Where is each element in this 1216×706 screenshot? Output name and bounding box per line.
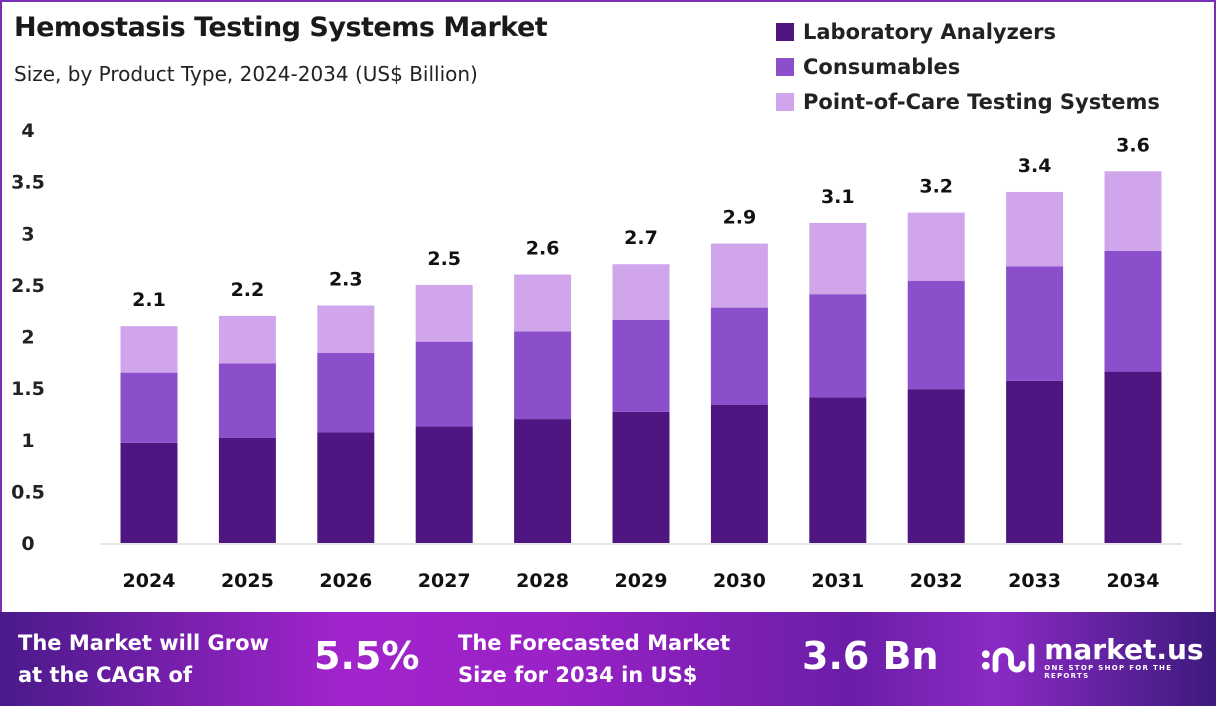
bar-segment-consumables (218, 363, 276, 438)
bar-segment-consumables (612, 319, 670, 412)
legend-item-point-of-care: Point-of-Care Testing Systems (776, 84, 1160, 119)
bar-segment-consumables (317, 353, 375, 433)
bar-segment-consumables (907, 280, 965, 390)
bar-segment-consumables (415, 341, 473, 427)
bar-segment-point-of-care-testing-systems (218, 315, 276, 364)
summary-banner: The Market will Grow at the CAGR of 5.5%… (0, 612, 1216, 706)
bar-segment-consumables (809, 294, 867, 398)
bar-segment-laboratory-analyzers (1006, 380, 1064, 543)
bar-segment-consumables (120, 372, 178, 443)
bar-segment-laboratory-analyzers (710, 404, 768, 543)
y-tick-label: 1 (21, 430, 34, 452)
bar-segment-laboratory-analyzers (907, 389, 965, 543)
logo-tagline: ONE STOP SHOP FOR THE REPORTS (1044, 664, 1173, 680)
bar-segment-point-of-care-testing-systems (809, 222, 867, 295)
bar-total-label: 2.6 (526, 238, 560, 260)
x-tick-label: 2033 (1008, 570, 1061, 592)
bar-segment-laboratory-analyzers (415, 426, 473, 543)
x-tick-label: 2028 (516, 570, 569, 592)
bar-total-label: 2.2 (231, 279, 265, 301)
x-tick-label: 2025 (221, 570, 274, 592)
cagr-caption-line1: The Market will Grow (18, 631, 269, 655)
bar-segment-point-of-care-testing-systems (1006, 191, 1064, 267)
bar-total-label: 3.2 (919, 176, 953, 198)
bar-segment-point-of-care-testing-systems (710, 243, 768, 308)
legend: Laboratory Analyzers Consumables Point-o… (776, 14, 1160, 119)
y-tick-label: 2 (21, 327, 34, 349)
bar-segment-consumables (1104, 250, 1162, 372)
x-tick-label: 2030 (713, 570, 766, 592)
bar-segment-consumables (710, 307, 768, 405)
forecast-caption: The Forecasted Market Size for 2034 in U… (458, 627, 730, 691)
cagr-value: 5.5% (314, 634, 420, 678)
bar-segment-point-of-care-testing-systems (612, 264, 670, 320)
x-tick-label: 2026 (319, 570, 372, 592)
chart-title: Hemostasis Testing Systems Market (14, 12, 548, 43)
legend-label: Laboratory Analyzers (803, 19, 1056, 44)
bar-segment-laboratory-analyzers (809, 397, 867, 543)
y-tick-label: 0 (21, 533, 34, 555)
bar-segment-laboratory-analyzers (218, 437, 276, 543)
x-tick-label: 2031 (811, 570, 864, 592)
legend-label: Point-of-Care Testing Systems (803, 89, 1160, 114)
y-tick-label: 2.5 (11, 275, 45, 297)
forecast-caption-line2: Size for 2034 in US$ (458, 663, 698, 687)
bar-segment-point-of-care-testing-systems (514, 274, 572, 332)
y-tick-label: 3 (21, 223, 34, 245)
y-tick-label: 1.5 (11, 378, 45, 400)
bar-segment-consumables (1006, 266, 1064, 381)
chart-subtitle: Size, by Product Type, 2024-2034 (US$ Bi… (14, 62, 478, 86)
x-tick-label: 2032 (910, 570, 963, 592)
legend-swatch (776, 22, 794, 41)
forecast-caption-line1: The Forecasted Market (458, 631, 731, 655)
bar-segment-laboratory-analyzers (514, 419, 572, 543)
stacked-bar-chart: 0 0.5 1 1.5 2 2.5 3 3.5 4 2.1 2024 2.2 2025 2.3 2026 2.… (11, 120, 1182, 592)
bar-total-label: 3.1 (821, 186, 855, 208)
bar-total-label: 3.6 (1116, 134, 1150, 156)
bar-total-label: 2.7 (624, 227, 658, 249)
bar-segment-consumables (514, 331, 572, 420)
bar-segment-point-of-care-testing-systems (907, 212, 965, 281)
cagr-caption-line2: at the CAGR of (18, 663, 193, 687)
legend-label: Consumables (803, 54, 961, 79)
legend-item-laboratory-analyzers: Laboratory Analyzers (776, 14, 1160, 49)
market-us-logo: market.us ONE STOP SHOP FOR THE REPORTS (980, 636, 1216, 680)
bar-total-label: 2.1 (132, 289, 166, 311)
bar-total-label: 2.9 (723, 207, 757, 229)
bar-segment-point-of-care-testing-systems (415, 284, 473, 342)
legend-item-consumables: Consumables (776, 49, 1160, 84)
bar-segment-laboratory-analyzers (1104, 371, 1162, 543)
legend-swatch (776, 57, 794, 76)
y-tick-label: 3.5 (11, 172, 45, 194)
bar-segment-point-of-care-testing-systems (317, 305, 375, 354)
bar-total-label: 2.3 (329, 269, 363, 291)
bar-segment-laboratory-analyzers (120, 442, 178, 543)
x-tick-label: 2024 (123, 570, 176, 592)
bar-segment-laboratory-analyzers (317, 432, 375, 543)
bar-segment-point-of-care-testing-systems (1104, 171, 1162, 251)
legend-swatch (776, 92, 794, 111)
x-tick-label: 2029 (615, 570, 668, 592)
cagr-caption: The Market will Grow at the CAGR of (18, 627, 269, 691)
bar-segment-point-of-care-testing-systems (120, 326, 178, 373)
x-tick-label: 2027 (418, 570, 471, 592)
bar-total-label: 3.4 (1018, 155, 1052, 177)
y-tick-label: 0.5 (11, 481, 45, 503)
x-tick-label: 2034 (1107, 570, 1160, 592)
forecast-value: 3.6 Bn (802, 634, 939, 678)
logo-name: market.us (1044, 633, 1204, 666)
bar-segment-laboratory-analyzers (612, 411, 670, 543)
y-tick-label: 4 (21, 120, 34, 142)
bar-total-label: 2.5 (427, 248, 461, 270)
logo-icon (981, 643, 1035, 673)
